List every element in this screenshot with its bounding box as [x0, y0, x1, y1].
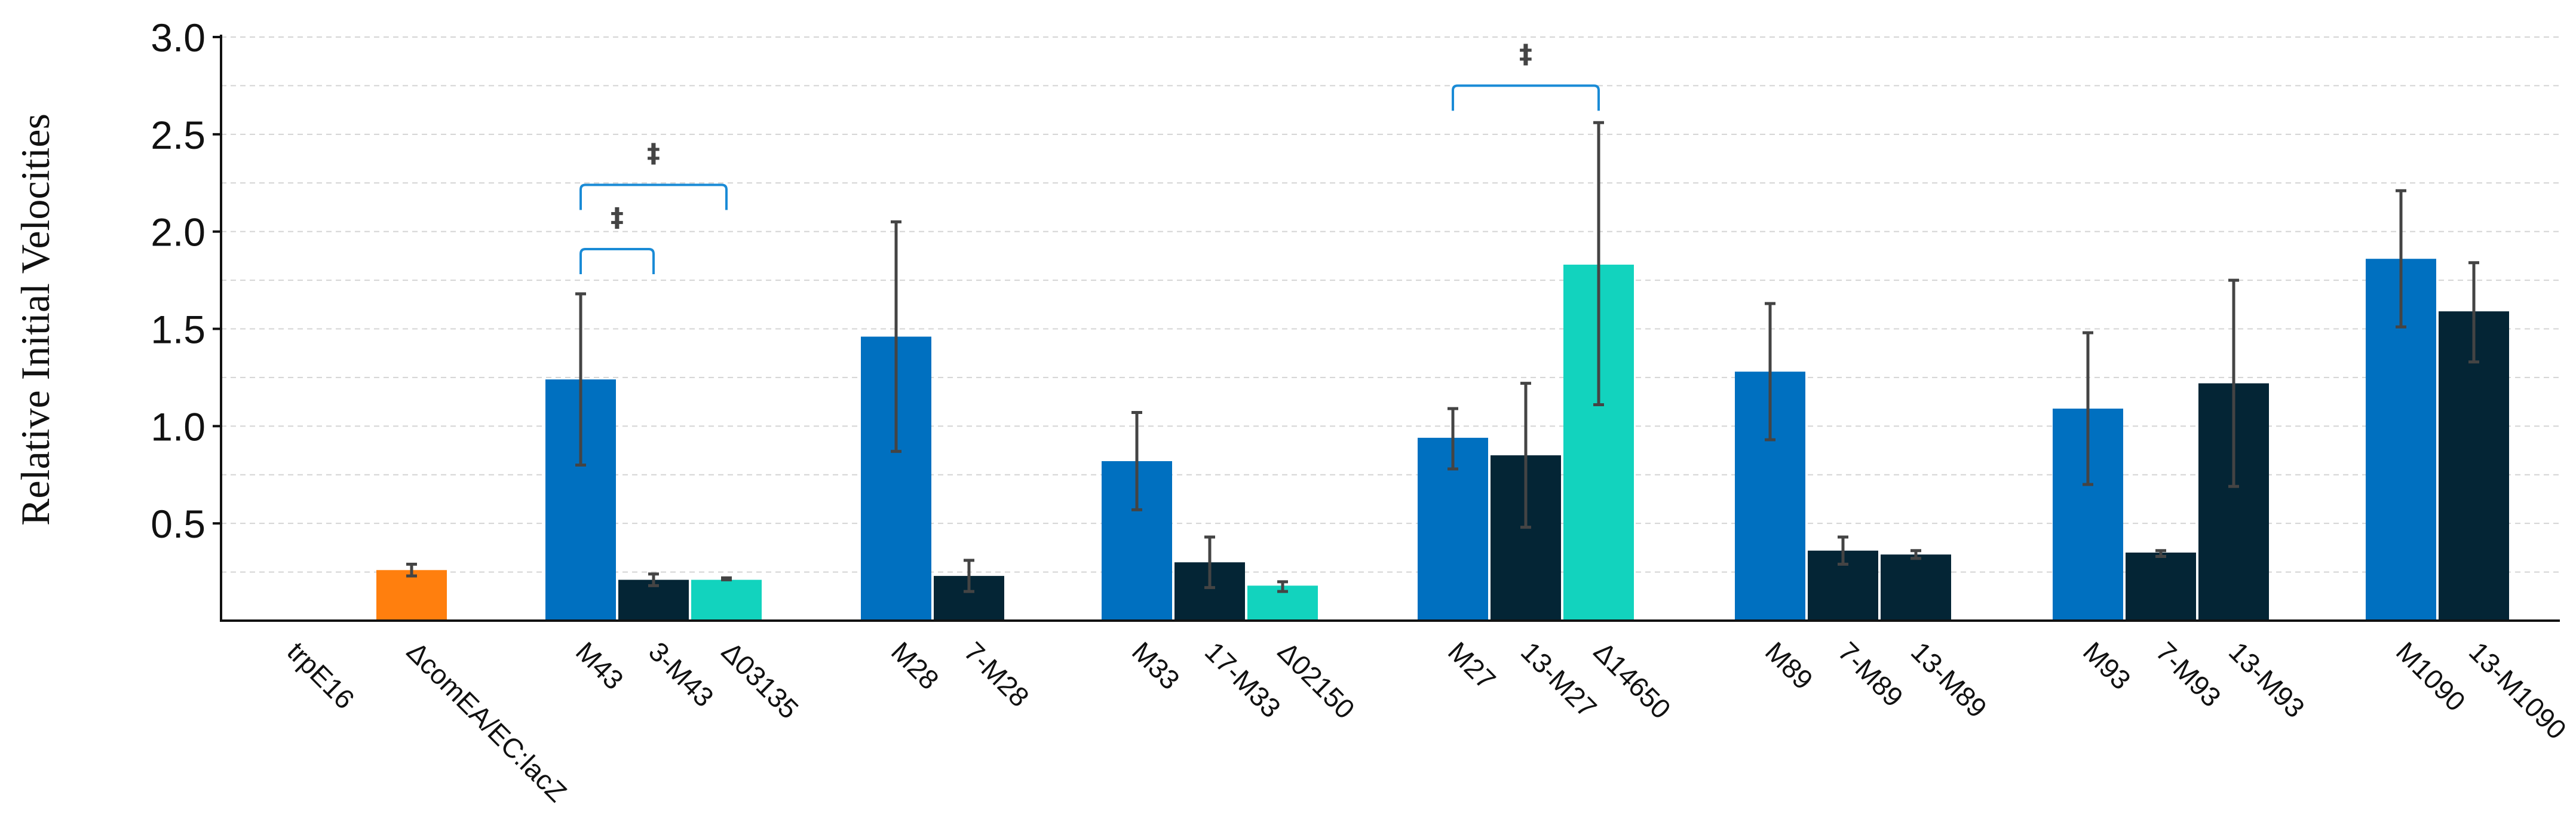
y-tick-labels: 0.5 1.0 1.5 2.0 2.5 3.0	[151, 16, 206, 546]
x-tick-label: 7-M89	[1832, 636, 1909, 713]
x-tick-label: 13-M27	[1515, 636, 1603, 723]
x-tick-label: 3-M43	[643, 636, 720, 713]
significance-marker: ‡	[1519, 39, 1532, 69]
significance-marker: ‡	[647, 139, 660, 169]
bar	[2126, 553, 2196, 621]
x-tick-label: 13-M93	[2223, 636, 2311, 723]
y-tick-label: 3.0	[151, 16, 206, 60]
x-tick-label: M89	[1759, 636, 1819, 695]
x-tick-label: 7-M93	[2150, 636, 2227, 713]
y-tick-label: 2.5	[151, 113, 206, 157]
x-tick-label: M27	[1442, 636, 1502, 695]
x-tick-label: M33	[1126, 636, 1186, 695]
x-tick-label: Δ14650	[1588, 636, 1677, 725]
x-tick-label: M1090	[2390, 636, 2471, 717]
significance-marker: ‡	[611, 203, 624, 233]
x-tick-label: ΔcomEA/EC:lacZ	[401, 636, 573, 808]
significance-bracket	[579, 247, 655, 274]
significance-bracket	[1452, 84, 1600, 111]
x-tick-label: 13-M89	[1905, 636, 1993, 723]
grid-lines	[221, 36, 2560, 573]
significance-bracket	[579, 183, 728, 210]
x-tick-label: trpE16	[281, 636, 361, 715]
y-tick-label: 1.0	[151, 404, 206, 449]
x-tick-label: M93	[2077, 636, 2137, 695]
bar	[691, 579, 762, 621]
significance-annotations: ‡ ‡ ‡	[579, 39, 1600, 274]
axes	[213, 35, 2560, 622]
y-tick-label: 1.5	[151, 308, 206, 352]
error-bars	[406, 121, 2479, 593]
bar	[376, 570, 447, 621]
bar	[1881, 554, 1951, 621]
x-tick-label: 7-M28	[958, 636, 1035, 713]
y-tick-label: 0.5	[151, 502, 206, 546]
y-tick-label: 2.0	[151, 210, 206, 254]
x-tick-label: Δ03135	[716, 636, 805, 725]
y-axis-label: Relative Initial Velocities	[13, 113, 58, 526]
x-tick-label: 17-M33	[1199, 636, 1287, 723]
x-tick-label: Δ02150	[1272, 636, 1361, 725]
x-tick-label: M43	[570, 636, 630, 695]
x-tick-label: 13-M1090	[2463, 636, 2572, 745]
bars	[376, 259, 2509, 621]
x-tick-label: M28	[885, 636, 945, 695]
